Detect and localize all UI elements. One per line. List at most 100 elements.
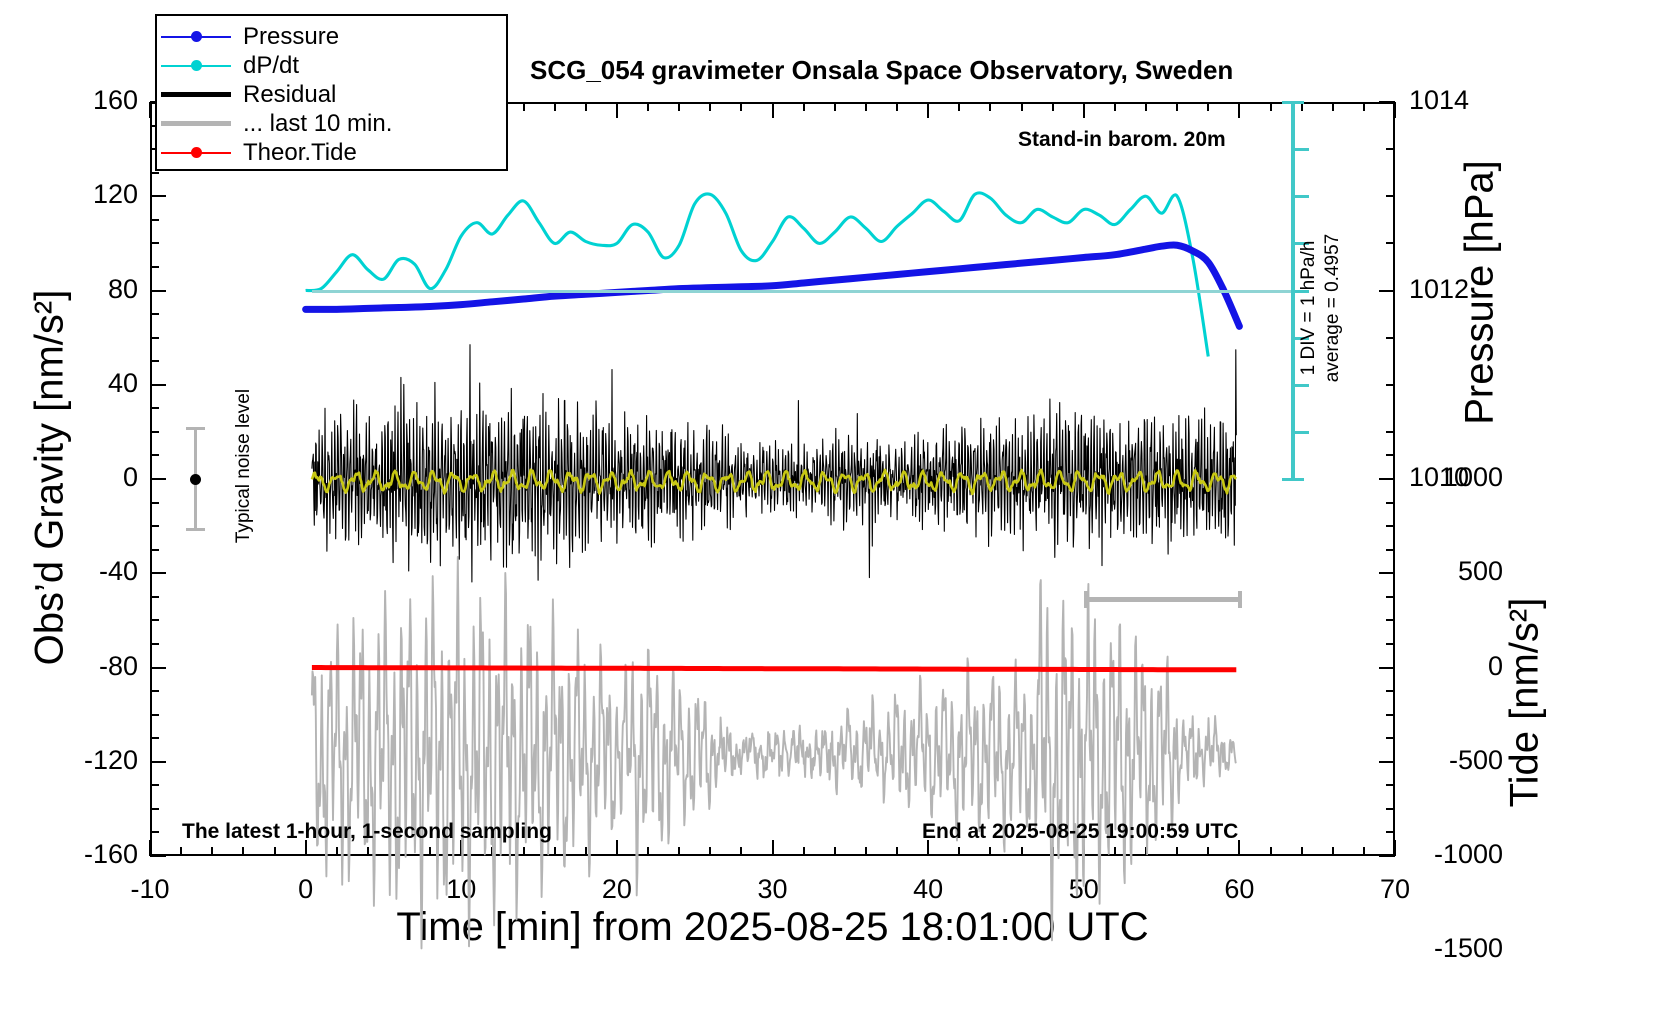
typical-noise-level-label: Typical noise level (232, 389, 254, 544)
tick-label: 40 (913, 874, 944, 904)
legend-item[interactable]: Theor.Tide (157, 138, 506, 167)
tick-mark (150, 242, 159, 245)
tick-mark (1386, 242, 1395, 245)
tick-mark (180, 847, 183, 856)
tick-mark (927, 840, 930, 856)
tick-mark (1386, 195, 1395, 198)
tick-mark (1379, 478, 1395, 480)
legend-item[interactable]: Pressure (157, 22, 506, 51)
tick-mark (1386, 430, 1395, 433)
tick-mark (150, 525, 159, 528)
div-scale-tick (1294, 289, 1309, 293)
tick-label-y-right-pressure: 1012 (1409, 273, 1470, 304)
tick-mark (1379, 666, 1395, 669)
div-scale-tick (1294, 242, 1309, 246)
tick-mark (366, 847, 369, 856)
trace-residual (311, 344, 1237, 583)
legend-item-label: dP/dt (243, 51, 300, 79)
tick-mark (522, 102, 525, 111)
div-scale-tick (1281, 478, 1304, 481)
tick-mark (1269, 102, 1272, 111)
tick-label-y-left: 120 (92, 179, 138, 210)
div-scale-tick (1281, 101, 1304, 104)
tick-mark (1386, 383, 1395, 386)
legend-item[interactable]: Residual (157, 80, 506, 109)
tick-label-y-right-tide: 500 (1457, 556, 1503, 587)
legend-dot-icon (190, 147, 202, 158)
tick-label: 0 (298, 874, 314, 904)
tick-mark (304, 840, 307, 856)
tick-mark (150, 171, 159, 174)
tick-label-y-left: -160 (83, 839, 138, 869)
tick-mark (1379, 289, 1395, 292)
legend-swatch (157, 109, 235, 138)
tick-label-y-right-tide: -1000 (1433, 839, 1503, 869)
legend-item[interactable]: ... last 10 min. (157, 109, 506, 138)
tick-mark (709, 847, 712, 856)
tick-mark (864, 847, 867, 856)
tick-mark (1362, 102, 1365, 111)
tick-mark (1386, 336, 1395, 339)
legend-item-label: Pressure (243, 22, 340, 50)
tick-mark (150, 383, 166, 386)
tick-mark (833, 847, 836, 856)
tick-label-y-left: -40 (98, 556, 138, 587)
trace-dpdt (305, 191, 1210, 357)
trace-tide-last-10-min (310, 555, 1237, 950)
tick-label-y-right-tide: -500 (1448, 744, 1503, 775)
tick-mark (150, 124, 159, 127)
tick-label: 70 (1379, 874, 1411, 904)
tick-mark (1386, 548, 1395, 551)
div-scale-tick (1294, 195, 1309, 199)
tick-mark (553, 102, 556, 111)
tick-label-y-right-tide: 1000 (1442, 462, 1503, 492)
tick-mark (1300, 102, 1303, 111)
div-scale-tick (1294, 383, 1309, 387)
div-average-label: average = 0.4957 (1321, 234, 1343, 383)
tick-mark (1238, 840, 1241, 856)
errorbar-cap-bottom (185, 527, 205, 531)
tick-mark (1379, 572, 1395, 575)
tick-mark (1386, 501, 1395, 504)
tick-mark (864, 102, 867, 111)
tick-mark (522, 847, 525, 856)
tick-label-y-right-tide: -1500 (1433, 933, 1503, 964)
tick-mark (584, 847, 587, 856)
tick-mark (802, 102, 805, 111)
div-scale-tick (1294, 336, 1309, 340)
tick-mark (647, 847, 649, 856)
tick-label-y-left: 80 (107, 273, 138, 304)
legend-line (161, 92, 231, 97)
tick-label-y-right-tide: 0 (1487, 650, 1503, 681)
tick-mark (1386, 807, 1395, 810)
tick-label-y-left: 40 (107, 367, 138, 398)
tick-mark (150, 831, 159, 834)
tick-mark (150, 336, 159, 339)
x-axis-label: Time [min] from 2025-08-25 18:01:00 UTC (396, 905, 1149, 949)
tick-mark (150, 855, 166, 857)
tick-mark (1386, 619, 1395, 622)
legend-swatch (157, 22, 235, 51)
tick-mark (150, 501, 159, 504)
tick-mark (150, 807, 159, 810)
tick-mark (1386, 690, 1395, 693)
tick-mark (150, 313, 159, 316)
tick-mark (1386, 595, 1395, 598)
tick-label-y-right-pressure: 1010 (1409, 462, 1470, 492)
tick-mark (1386, 831, 1395, 834)
tick-mark (958, 847, 961, 856)
tick-label-y-left: -120 (83, 744, 138, 775)
tick-mark (149, 840, 151, 856)
tick-mark (1379, 855, 1395, 857)
tick-mark (150, 595, 159, 598)
tick-mark (989, 847, 992, 856)
tick-mark (150, 784, 159, 787)
tick-mark (1176, 102, 1179, 111)
legend-item[interactable]: dP/dt (157, 51, 506, 80)
tick-label: 60 (1224, 874, 1255, 904)
tick-mark (429, 847, 432, 856)
legend-swatch (157, 80, 235, 109)
standin-barometer-annotation: Stand-in barom. 20m (1018, 128, 1226, 151)
tick-mark (1207, 102, 1210, 111)
